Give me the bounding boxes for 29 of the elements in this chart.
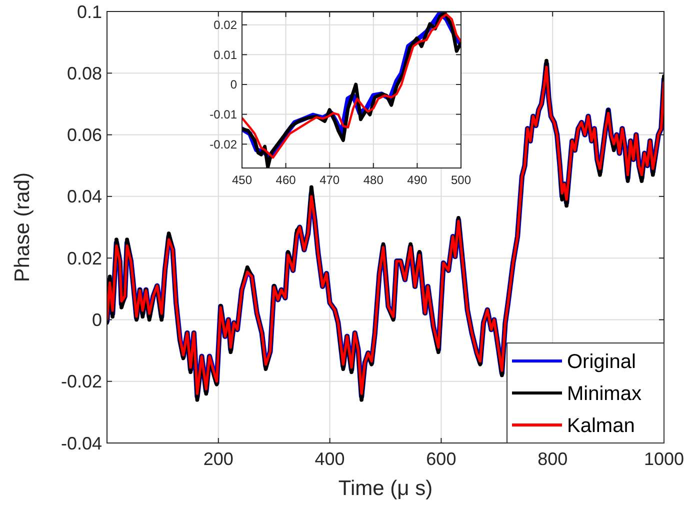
x-tick-label: 470 [320, 173, 340, 187]
x-tick-label: 400 [314, 449, 345, 469]
y-axis-title: Phase (rad) [11, 172, 34, 282]
y-tick-label: 0.04 [66, 186, 102, 207]
y-tick-label: 0.02 [214, 18, 238, 32]
y-tick-label: 0.01 [214, 48, 238, 62]
y-tick-label: -0.02 [60, 372, 102, 392]
x-tick-label: 490 [407, 173, 428, 187]
x-tick-label: 200 [203, 449, 234, 469]
x-tick-label: 800 [538, 449, 568, 469]
x-tick-label: 600 [426, 449, 456, 469]
y-tick-label: 0.02 [66, 248, 102, 268]
y-tick-label: -0.01 [210, 108, 238, 122]
y-tick-label: -0.04 [60, 433, 102, 454]
x-axis-title: Time (μ s) [338, 477, 433, 500]
legend-label: Original [567, 351, 636, 373]
y-tick-label: 0 [230, 78, 238, 92]
x-tick-label: 460 [276, 173, 296, 187]
y-tick-label: 0.08 [66, 63, 102, 84]
x-tick-label: 450 [232, 173, 252, 187]
y-tick-label: 0.06 [66, 125, 102, 146]
y-tick-label: 0.1 [76, 2, 102, 22]
x-tick-label: 1000 [644, 449, 684, 469]
y-tick-label: 0 [92, 310, 102, 330]
legend-label: Minimax [567, 383, 642, 405]
x-tick-label: 500 [450, 173, 472, 187]
x-tick-label: 480 [363, 173, 384, 187]
y-tick-label: -0.02 [210, 137, 238, 152]
legend-label: Kalman [567, 415, 635, 437]
